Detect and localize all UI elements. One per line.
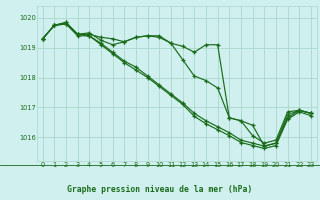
Text: Graphe pression niveau de la mer (hPa): Graphe pression niveau de la mer (hPa) <box>68 184 252 194</box>
